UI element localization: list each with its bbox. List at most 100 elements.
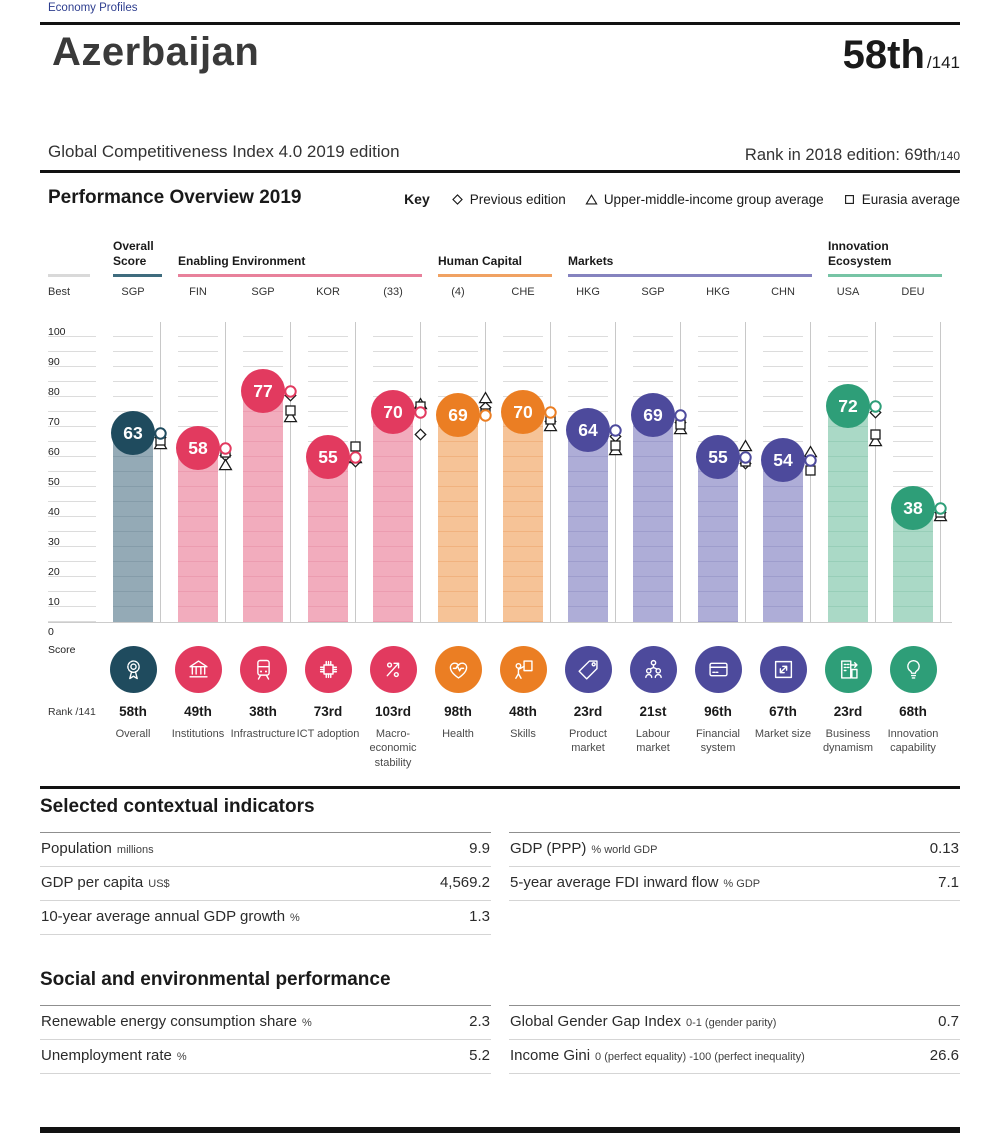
pillar-label: Innovation capability bbox=[887, 728, 939, 755]
performance-overview-chart: Overall Score Enabling Environment Human C… bbox=[40, 230, 960, 778]
section-title: Selected contextual indicators bbox=[40, 796, 315, 817]
marker-line bbox=[159, 322, 161, 622]
score-bar bbox=[308, 457, 348, 622]
indicator-label: Unemployment rate bbox=[41, 1047, 172, 1064]
chart-key-legend: Key Previous edition Upper-middle-income … bbox=[404, 191, 960, 207]
indicator-label: GDP (PPP) bbox=[510, 840, 587, 857]
eurasia-marker bbox=[868, 427, 883, 442]
best-economy-code: HKG bbox=[706, 286, 730, 298]
best-economy-code: HKG bbox=[576, 286, 600, 298]
indicator-value: 0.7 bbox=[938, 1013, 959, 1030]
credit-card-icon bbox=[694, 646, 742, 693]
marker-line bbox=[744, 322, 746, 622]
pillar-rank: 98th bbox=[444, 704, 472, 719]
best-economy-code: SGP bbox=[251, 286, 275, 298]
person-board-icon bbox=[499, 646, 547, 693]
indicator-row: Unemployment rate% 5.2 bbox=[40, 1040, 491, 1074]
best-column-label: Best bbox=[48, 286, 71, 298]
indicator-value: 26.6 bbox=[929, 1047, 959, 1064]
section-title: Social and environmental performance bbox=[40, 969, 391, 990]
heart-pulse-icon bbox=[434, 646, 482, 693]
income-group-marker bbox=[477, 390, 493, 405]
group-underline bbox=[178, 274, 422, 277]
pillar-rank: 21st bbox=[639, 704, 667, 719]
score-circle: 69 bbox=[436, 393, 480, 437]
score-bar bbox=[828, 406, 868, 622]
marker-line bbox=[614, 322, 616, 622]
y-axis-tick: 30 bbox=[48, 536, 60, 548]
income-group-marker bbox=[542, 418, 558, 433]
lightbulb-icon bbox=[889, 646, 937, 693]
overview-title: Performance Overview 2019 bbox=[48, 187, 302, 208]
marker-line bbox=[939, 322, 941, 622]
best-economy-code: SGP bbox=[641, 286, 665, 298]
score-bar bbox=[763, 460, 803, 622]
y-axis-tick: 50 bbox=[48, 476, 60, 488]
chip-icon bbox=[304, 646, 352, 693]
y-axis-tick: 60 bbox=[48, 446, 60, 458]
legend-item-square: Eurasia average bbox=[843, 192, 960, 207]
price-tag-icon bbox=[564, 646, 612, 693]
indicator-row: Population millions 9.9 bbox=[40, 832, 491, 867]
indicator-section: Selected contextual indicators Populatio… bbox=[40, 786, 960, 935]
score-bar bbox=[698, 457, 738, 622]
score-circle: 55 bbox=[696, 435, 740, 479]
indicator-section: Social and environmental performance Ren… bbox=[40, 962, 960, 1074]
rank-axis-label: Rank /141 bbox=[48, 706, 96, 718]
score-circle: 54 bbox=[761, 438, 805, 482]
legend-item-triangle: Upper-middle-income group average bbox=[585, 192, 824, 207]
score-bar bbox=[633, 415, 673, 622]
indicator-row: GDP (PPP) % world GDP 0.13 bbox=[509, 832, 960, 867]
score-bar bbox=[178, 448, 218, 622]
building-arrow-icon bbox=[824, 646, 872, 693]
y-axis-tick: 90 bbox=[48, 356, 60, 368]
eurasia-marker bbox=[283, 403, 298, 418]
triangle-icon bbox=[585, 193, 598, 206]
best-economy-code: CHN bbox=[771, 286, 795, 298]
group-header: Human Capital bbox=[438, 254, 523, 269]
indicator-value: 2.3 bbox=[469, 1013, 490, 1030]
best-economy-code: USA bbox=[836, 286, 860, 298]
y-axis-tick: 70 bbox=[48, 416, 60, 428]
people-network-icon bbox=[629, 646, 677, 693]
marker-line bbox=[289, 322, 291, 622]
pillar-label: Product market bbox=[569, 728, 607, 755]
y-axis-label: Score bbox=[48, 644, 76, 656]
indicator-unit: % bbox=[176, 1051, 187, 1063]
indicator-value: 7.1 bbox=[938, 874, 959, 891]
group-header: Innovation Ecosystem bbox=[828, 238, 892, 269]
y-axis-tick: 10 bbox=[48, 596, 60, 608]
section-rule bbox=[40, 786, 960, 789]
score-circle: 58 bbox=[176, 426, 220, 470]
group-underline bbox=[438, 274, 552, 277]
indicator-label: Population bbox=[41, 840, 112, 857]
pillar-rank: 73rd bbox=[313, 704, 343, 719]
y-axis-tick: 0 bbox=[48, 626, 54, 638]
income-group-marker bbox=[867, 433, 883, 448]
pillar-rank: 23rd bbox=[573, 704, 603, 719]
marker-line bbox=[224, 322, 226, 622]
pillar-label: Financial system bbox=[695, 728, 741, 755]
breadcrumb-economy-profiles[interactable]: Economy Profiles bbox=[48, 2, 138, 14]
pillar-label: Institutions bbox=[171, 728, 225, 740]
score-circle: 72 bbox=[826, 384, 870, 428]
income-group-marker bbox=[737, 438, 753, 453]
y-axis-tick: 20 bbox=[48, 566, 60, 578]
marker-line bbox=[354, 322, 356, 622]
pillar-rank: 48th bbox=[509, 704, 537, 719]
indicator-row: Global Gender Gap Index 0-1 (gender parit… bbox=[509, 1005, 960, 1040]
best-economy-code: FIN bbox=[189, 286, 207, 298]
best-economy-code: (33) bbox=[383, 286, 403, 298]
score-bar bbox=[373, 412, 413, 622]
indicator-unit: % world GDP bbox=[591, 844, 658, 856]
indicator-label: 5-year average FDI inward flow bbox=[510, 874, 719, 891]
group-header: Enabling Environment bbox=[178, 254, 306, 269]
pillar-rank: 103rd bbox=[374, 704, 412, 719]
score-circle: 70 bbox=[371, 390, 415, 434]
baseline bbox=[48, 622, 952, 623]
indicator-value: 0.13 bbox=[929, 840, 959, 857]
indicator-unit: % bbox=[290, 912, 300, 924]
group-header: Markets bbox=[568, 254, 614, 269]
score-bar bbox=[113, 433, 153, 622]
rank-total: /141 bbox=[926, 53, 960, 72]
